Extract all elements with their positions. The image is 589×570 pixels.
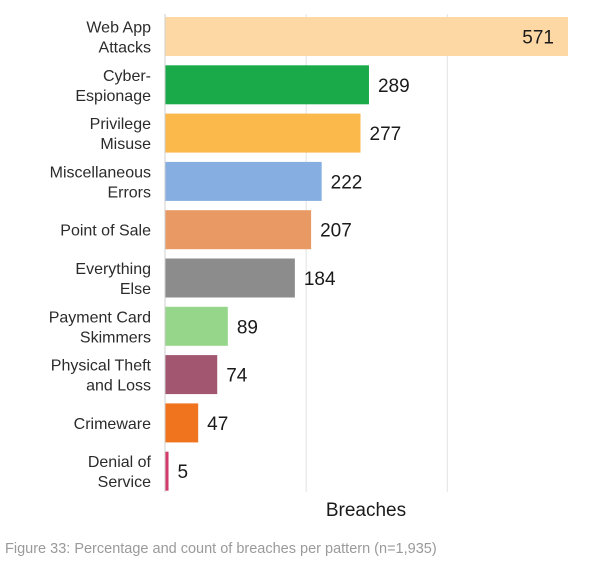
bar-payment-card-skimmers — [165, 306, 228, 346]
category-label-denial-of-service: Denial of Service — [88, 454, 152, 491]
bar-privilege-misuse — [165, 113, 361, 153]
bar-cyber-espionage — [165, 65, 369, 105]
bar-web-app-attacks — [165, 17, 568, 56]
value-label-denial-of-service: 5 — [178, 462, 189, 483]
value-label-miscellaneous-errors: 222 — [331, 172, 363, 193]
bar-physical-theft-and-loss — [165, 355, 218, 395]
x-axis-title: Breaches — [326, 500, 406, 521]
category-label-cyber-espionage: Cyber-Espionage — [75, 68, 151, 105]
bar-denial-of-service — [165, 451, 169, 491]
category-labels: Web App Attacks Cyber-Espionage Privilege Mi… — [49, 20, 152, 492]
value-label-crimeware: 47 — [207, 414, 228, 435]
figure-caption: Figure 33: Percentage and count of breac… — [5, 541, 437, 557]
value-label-web-app-attacks: 571 — [522, 28, 554, 49]
bar-chart: Web App Attacks Cyber-Espionage Privilege Mi… — [49, 14, 568, 521]
bar-everything-else — [165, 258, 295, 298]
value-label-physical-theft-and-loss: 74 — [226, 366, 248, 387]
value-labels: 571 289 277 222 207 184 89 74 47 5 — [178, 28, 554, 484]
category-label-everything-else: Everything Else — [75, 261, 151, 298]
bar-miscellaneous-errors — [165, 161, 322, 201]
bars — [165, 17, 568, 491]
category-label-web-app-attacks: Web App Attacks — [86, 20, 151, 57]
bar-point-of-sale — [165, 210, 312, 250]
value-label-privilege-misuse: 277 — [370, 124, 402, 145]
category-label-miscellaneous-errors: Miscellaneous Errors — [50, 164, 151, 201]
category-label-physical-theft-and-loss: Physical Theft and Loss — [51, 358, 152, 395]
category-label-privilege-misuse: Privilege Misuse — [90, 116, 151, 153]
value-label-point-of-sale: 207 — [320, 221, 352, 242]
category-label-crimeware: Crimeware — [74, 416, 151, 433]
category-label-point-of-sale: Point of Sale — [60, 223, 151, 240]
value-label-everything-else: 184 — [304, 269, 336, 290]
value-label-cyber-espionage: 289 — [378, 76, 410, 97]
value-label-payment-card-skimmers: 89 — [237, 317, 258, 338]
bar-crimeware — [165, 403, 199, 443]
category-label-payment-card-skimmers: Payment Card Skimmers — [49, 309, 151, 346]
